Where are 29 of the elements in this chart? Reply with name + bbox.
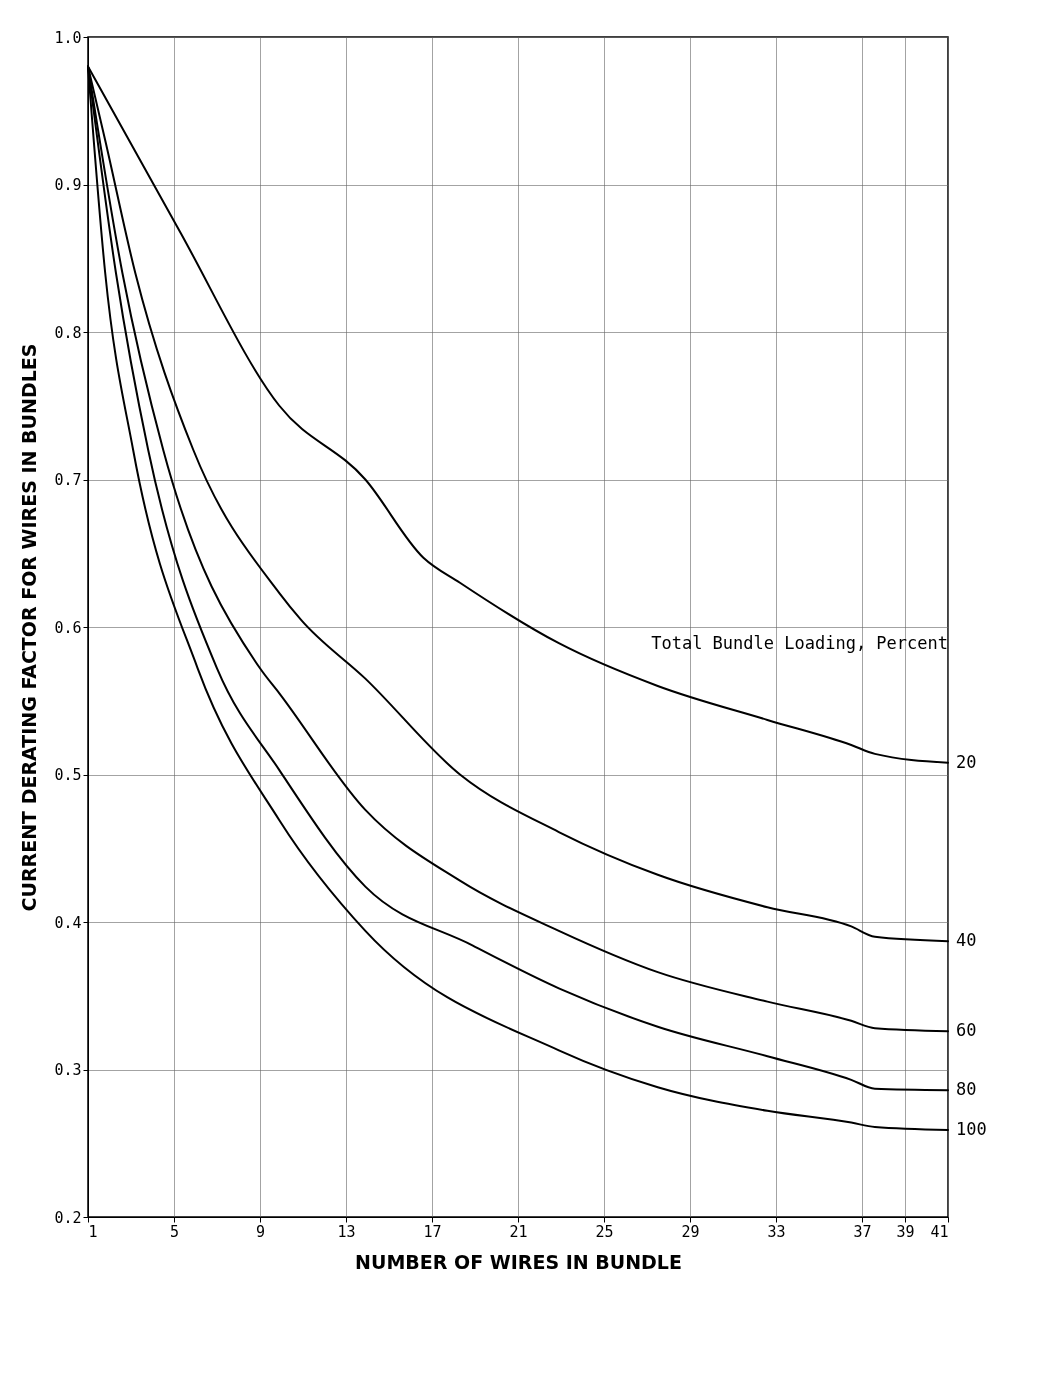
x-tick-label: 5 bbox=[169, 1222, 180, 1241]
legend-title: Total Bundle Loading, Percent bbox=[651, 632, 948, 653]
x-tick-label: 17 bbox=[423, 1222, 442, 1241]
x-tick-label: 29 bbox=[681, 1222, 700, 1241]
y-tick-label: 0.6 bbox=[54, 618, 82, 637]
y-tick-label: 0.9 bbox=[54, 176, 82, 194]
x-tick-label: 33 bbox=[767, 1222, 786, 1241]
series-label: 80 bbox=[956, 1079, 977, 1100]
x-tick-label: 39 bbox=[896, 1222, 915, 1241]
x-tick-label: 9 bbox=[255, 1222, 266, 1241]
y-tick-label: 0.7 bbox=[54, 471, 82, 489]
y-tick-label: 0.4 bbox=[54, 913, 82, 932]
x-tick-label: 25 bbox=[595, 1222, 614, 1241]
y-tick-label: 0.5 bbox=[54, 766, 82, 784]
x-axis-title: NUMBER OF WIRES IN BUNDLE bbox=[355, 1250, 682, 1273]
series-label: 40 bbox=[956, 930, 977, 951]
y-tick-label: 1.0 bbox=[54, 28, 82, 47]
y-axis-title: CURRENT DERATING FACTOR FOR WIRES IN BUNDLES bbox=[18, 343, 41, 912]
x-tick-label: 21 bbox=[509, 1222, 528, 1241]
series-label: 20 bbox=[956, 751, 977, 772]
x-tick-label: 41 bbox=[930, 1222, 949, 1241]
series-label: 60 bbox=[956, 1020, 977, 1041]
series-label: 100 bbox=[956, 1118, 987, 1139]
y-tick-label: 0.3 bbox=[54, 1061, 82, 1079]
y-tick-label: 0.2 bbox=[54, 1208, 82, 1227]
x-tick-label: 13 bbox=[337, 1222, 356, 1241]
x-tick-label: 1 bbox=[88, 1222, 98, 1241]
y-tick-label: 0.8 bbox=[54, 323, 82, 342]
x-tick-label: 37 bbox=[853, 1222, 872, 1241]
